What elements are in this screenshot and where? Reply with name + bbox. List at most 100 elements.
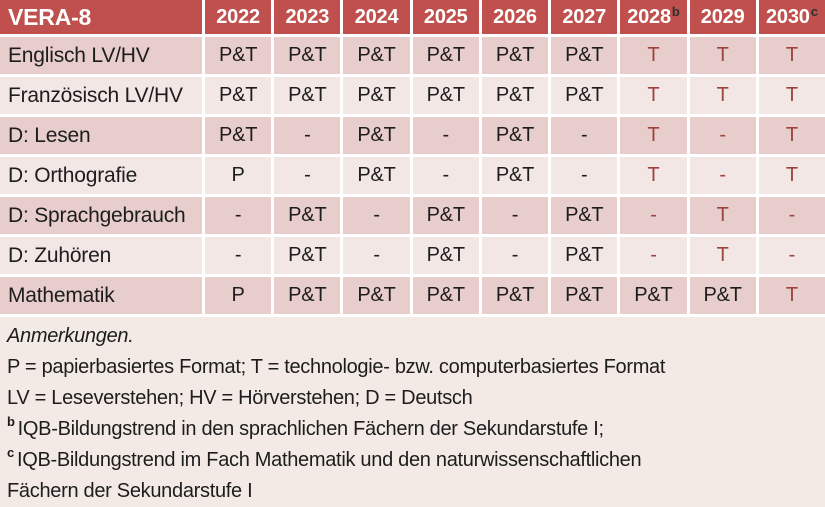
row-label: D: Orthografie bbox=[0, 157, 202, 194]
format-cell: P&T bbox=[481, 37, 549, 74]
footnote-marker-b: b bbox=[7, 414, 15, 430]
format-cell: T bbox=[620, 37, 687, 74]
note-text: LV = Leseverstehen; HV = Hörverstehen; D… bbox=[7, 387, 473, 409]
format-cell: P&T bbox=[620, 277, 687, 314]
year-column-header: 2022 bbox=[205, 0, 272, 34]
note-text: IQB-Bildungstrend im Fach Mathematik und… bbox=[16, 449, 642, 471]
format-cell: P&T bbox=[412, 37, 479, 74]
format-cell: - bbox=[412, 157, 479, 194]
format-cell: T bbox=[689, 197, 756, 234]
format-cell: - bbox=[412, 117, 479, 154]
note-text: P = papierbasiertes Format; T = technolo… bbox=[7, 356, 666, 378]
year-label: 2030 bbox=[766, 5, 810, 28]
format-cell: - bbox=[551, 157, 618, 194]
footnote-marker-c: c bbox=[7, 445, 14, 461]
format-cell: T bbox=[689, 77, 756, 114]
format-cell: T bbox=[689, 237, 756, 274]
format-cell: P&T bbox=[343, 277, 410, 314]
format-cell: P&T bbox=[551, 197, 618, 234]
year-column-header: 2029 bbox=[689, 0, 756, 34]
note-line: LV = Leseverstehen; HV = Hörverstehen; D… bbox=[7, 383, 815, 414]
format-cell: - bbox=[481, 197, 549, 234]
format-cell: P&T bbox=[205, 37, 272, 74]
format-cell: P&T bbox=[412, 277, 479, 314]
year-label: 2024 bbox=[354, 5, 399, 28]
format-cell: T bbox=[620, 117, 687, 154]
format-cell: P&T bbox=[551, 277, 618, 314]
year-label: 2025 bbox=[423, 5, 468, 28]
year-label: 2023 bbox=[285, 5, 330, 28]
format-cell: P&T bbox=[343, 77, 410, 114]
format-cell: P&T bbox=[205, 117, 272, 154]
format-cell: T bbox=[758, 277, 825, 314]
format-cell: P&T bbox=[205, 77, 272, 114]
format-cell: P&T bbox=[274, 37, 341, 74]
format-cell: P&T bbox=[343, 37, 410, 74]
format-cell: - bbox=[481, 237, 549, 274]
note-line: Anmerkungen. bbox=[7, 321, 815, 352]
year-column-header: 2023 bbox=[274, 0, 341, 34]
format-cell: T bbox=[620, 157, 687, 194]
note-line: P = papierbasiertes Format; T = technolo… bbox=[7, 352, 815, 383]
year-column-header: 2028 b bbox=[620, 0, 687, 34]
vera8-table: VERA-8 2022 2023 2024 2025 2026 2027 2028 b 2029 2… bbox=[0, 0, 825, 314]
row-label: D: Zuhören bbox=[0, 237, 202, 274]
format-cell: P&T bbox=[481, 157, 549, 194]
format-cell: - bbox=[343, 237, 410, 274]
note-text: Fächern der Sekundarstufe I bbox=[7, 480, 253, 502]
table-notes: Anmerkungen. P = papierbasiertes Format; … bbox=[0, 317, 825, 507]
row-label: D: Lesen bbox=[0, 117, 202, 154]
format-cell: T bbox=[758, 117, 825, 154]
format-cell: - bbox=[758, 237, 825, 274]
year-column-header: 2030 c bbox=[758, 0, 825, 34]
year-label: 2022 bbox=[216, 5, 260, 28]
format-cell: P&T bbox=[481, 117, 549, 154]
year-label: 2029 bbox=[700, 5, 745, 28]
format-cell: T bbox=[620, 77, 687, 114]
format-cell: - bbox=[620, 197, 687, 234]
format-cell: P&T bbox=[343, 117, 410, 154]
format-cell: P&T bbox=[481, 277, 549, 314]
row-label: Englisch LV/HV bbox=[0, 37, 202, 74]
note-line: Fächern der Sekundarstufe I bbox=[7, 476, 815, 507]
format-cell: P&T bbox=[481, 77, 549, 114]
format-cell: P&T bbox=[551, 77, 618, 114]
format-cell: P&T bbox=[551, 237, 618, 274]
format-cell: P&T bbox=[412, 77, 479, 114]
row-label: Mathematik bbox=[0, 277, 202, 314]
format-cell: P&T bbox=[274, 237, 341, 274]
note-text: IQB-Bildungstrend in den sprachlichen Fä… bbox=[17, 418, 604, 440]
format-cell: P&T bbox=[412, 237, 479, 274]
format-cell: - bbox=[758, 197, 825, 234]
format-cell: P&T bbox=[689, 277, 756, 314]
format-cell: - bbox=[620, 237, 687, 274]
row-label: D: Sprachgebrauch bbox=[0, 197, 202, 234]
format-cell: - bbox=[274, 117, 341, 154]
format-cell: T bbox=[758, 37, 825, 74]
footnote-b: b IQB-Bildungstrend in den sprachlichen F… bbox=[7, 414, 815, 445]
format-cell: - bbox=[689, 157, 756, 194]
year-column-header: 2027 bbox=[551, 0, 618, 34]
format-cell: P&T bbox=[551, 37, 618, 74]
table-corner-header: VERA-8 bbox=[0, 0, 202, 34]
format-cell: T bbox=[758, 157, 825, 194]
format-cell: P&T bbox=[274, 77, 341, 114]
format-cell: - bbox=[205, 197, 272, 234]
format-cell: P&T bbox=[274, 197, 341, 234]
format-cell: P&T bbox=[412, 197, 479, 234]
year-label: 2026 bbox=[493, 5, 537, 28]
format-cell: P bbox=[205, 157, 272, 194]
format-cell: T bbox=[689, 37, 756, 74]
format-cell: P bbox=[205, 277, 272, 314]
format-cell: P&T bbox=[274, 277, 341, 314]
format-cell: - bbox=[205, 237, 272, 274]
format-cell: - bbox=[343, 197, 410, 234]
year-label: 2028 bbox=[627, 5, 671, 28]
format-cell: - bbox=[274, 157, 341, 194]
format-cell: - bbox=[689, 117, 756, 154]
format-cell: P&T bbox=[343, 157, 410, 194]
format-cell: T bbox=[758, 77, 825, 114]
format-cell: - bbox=[551, 117, 618, 154]
note-text: Anmerkungen. bbox=[7, 325, 134, 347]
